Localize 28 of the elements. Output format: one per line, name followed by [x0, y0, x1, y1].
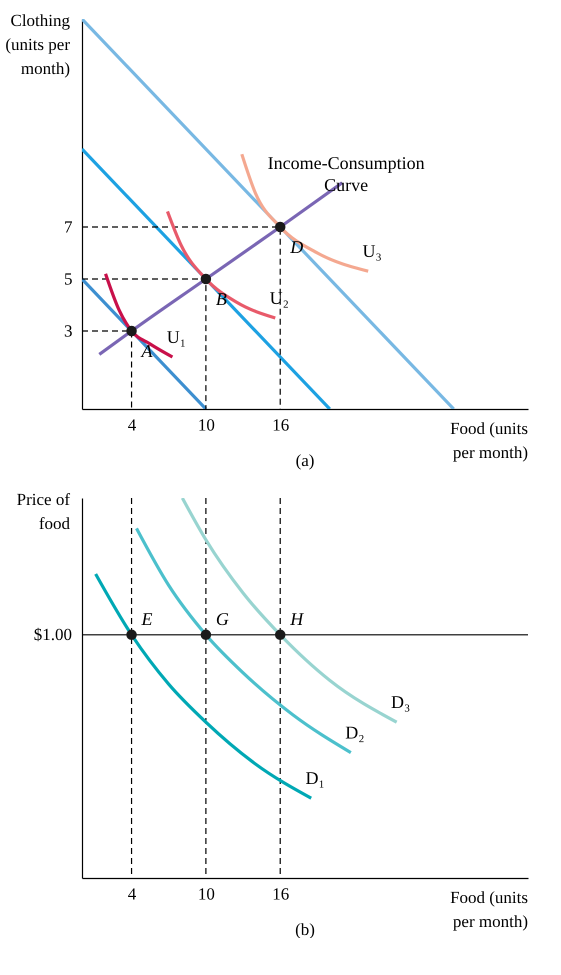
- annotation: D₃: [391, 692, 410, 712]
- y-tick-label: 5: [64, 270, 72, 288]
- annotation: G: [216, 608, 229, 629]
- annotation: H: [289, 608, 304, 629]
- y-axis-title: Price of food: [16, 490, 70, 533]
- annotation: U₁: [166, 327, 186, 347]
- x-tick-label: 4: [128, 884, 137, 904]
- annotation: E: [140, 608, 153, 629]
- text: $1.00: [34, 624, 72, 644]
- x-tick-label: 10: [198, 884, 215, 904]
- point: [200, 274, 212, 284]
- annotation: D: [289, 237, 304, 257]
- point: [126, 326, 137, 336]
- x-tick-label: 16: [272, 884, 290, 904]
- annotation: D₁: [306, 768, 325, 788]
- x-axis-title: Food (units per month): [450, 419, 528, 462]
- x-tick-label: 16: [272, 416, 290, 434]
- x-tick-label: 10: [198, 416, 215, 434]
- y-tick-label: 3: [64, 322, 72, 340]
- text: (a): [296, 451, 314, 470]
- x-axis-title: Food (units per month): [450, 888, 528, 931]
- y-tick-label: 7: [64, 218, 73, 236]
- annotation: Income-Consumption Curve: [268, 152, 425, 195]
- point: [274, 222, 286, 232]
- annotation: U₃: [362, 241, 382, 262]
- annotation: D₂: [345, 722, 364, 743]
- x-tick-label: 4: [128, 416, 137, 434]
- y-axis-title: Clothing (units per month): [5, 11, 70, 78]
